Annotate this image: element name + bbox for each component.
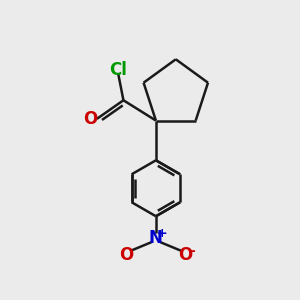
Text: Cl: Cl <box>110 61 127 79</box>
Text: O: O <box>178 245 193 263</box>
Text: -: - <box>189 244 195 258</box>
Text: O: O <box>119 245 134 263</box>
Text: N: N <box>149 229 163 247</box>
Text: O: O <box>83 110 98 128</box>
Text: +: + <box>157 227 168 240</box>
